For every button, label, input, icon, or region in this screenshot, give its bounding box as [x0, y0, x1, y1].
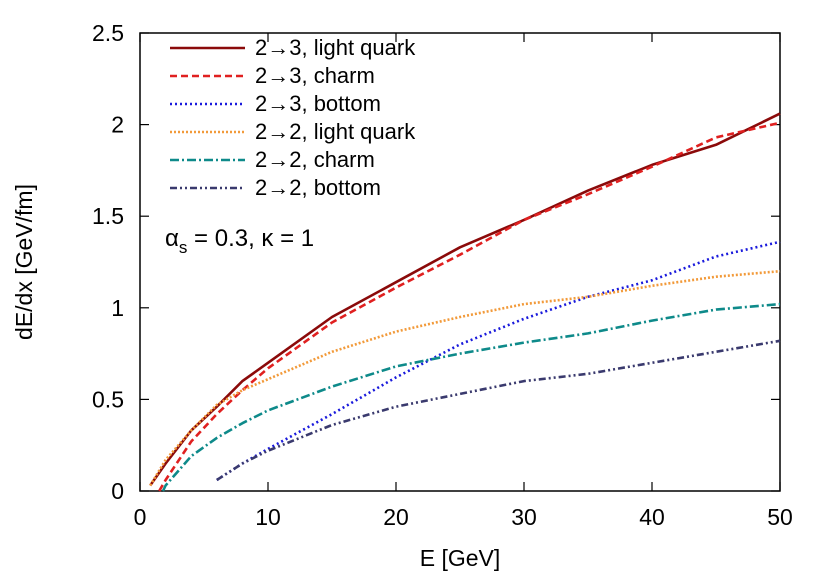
legend-label-4: 2→2, light quark	[255, 119, 416, 144]
series-line-3	[216, 240, 781, 482]
legend-label-5: 2→2, charm	[255, 147, 375, 172]
annotation-rest: = 0.3, κ = 1	[187, 225, 314, 252]
axis-ticks: 0 10 20 30 40 50 0 0.5 1 1.5 2 2.5	[92, 20, 793, 530]
x-tick-label: 40	[639, 504, 665, 530]
y-tick-label: 0.5	[92, 386, 124, 412]
x-tick-label: 10	[255, 504, 281, 530]
series-line-2	[158, 121, 781, 492]
legend-label-6: 2→2, bottom	[255, 175, 381, 200]
x-axis-label: E [GeV]	[420, 545, 501, 571]
legend: 2→3, light quark 2→3, charm 2→3, bottom 2→2…	[170, 35, 416, 200]
series-line-1	[149, 112, 781, 487]
x-tick-label: 20	[383, 504, 409, 530]
series-line-5	[161, 302, 781, 492]
legend-label-1: 2→3, light quark	[255, 35, 416, 60]
x-tick-label: 50	[767, 504, 793, 530]
legend-label-2: 2→3, charm	[255, 63, 375, 88]
y-tick-label: 2	[111, 112, 124, 138]
legend-label-3: 2→3, bottom	[255, 91, 381, 116]
series-lines	[149, 112, 781, 492]
plot-frame	[139, 32, 781, 492]
x-tick-label: 0	[134, 504, 147, 530]
y-tick-label: 1.5	[92, 203, 124, 229]
series-line-6	[216, 339, 781, 482]
y-tick-label: 0	[111, 478, 124, 504]
x-tick-label: 30	[511, 504, 537, 530]
alpha-symbol: α	[165, 225, 179, 252]
y-tick-label: 2.5	[92, 20, 124, 46]
alpha-subscript: s	[179, 238, 188, 257]
y-axis-label: dE/dx [GeV/fm]	[11, 184, 37, 340]
y-tick-label: 1	[111, 295, 124, 321]
parameter-annotation: αs = 0.3, κ = 1	[165, 225, 314, 257]
series-line-4	[149, 269, 781, 487]
